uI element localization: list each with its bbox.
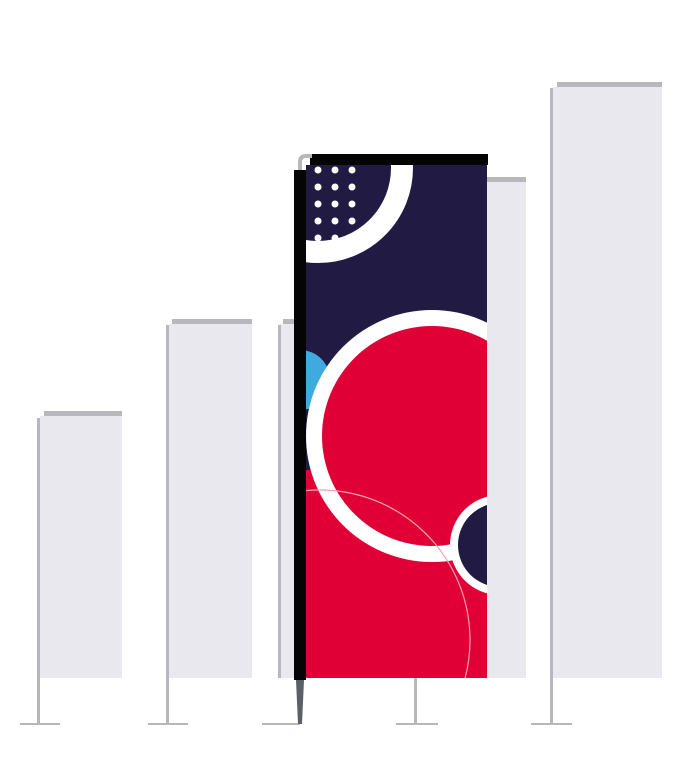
- banner-tall: [531, 82, 662, 725]
- flag-artwork: [306, 165, 487, 678]
- banner-behind-right: [396, 177, 526, 725]
- banner-top-bar: [557, 82, 662, 87]
- artwork-small-navy-circle: [458, 505, 487, 585]
- banner-fabric: [553, 87, 662, 678]
- banner-base: [148, 723, 188, 725]
- artwork-dots: [314, 166, 356, 259]
- banner-pole: [550, 88, 553, 724]
- banner-medium: [148, 319, 252, 725]
- banner-pole: [296, 680, 304, 724]
- banner-base: [396, 723, 438, 725]
- banner-top-bar: [487, 177, 526, 182]
- banner-base: [531, 723, 572, 725]
- banner-small: [20, 411, 122, 725]
- banner-pole-sleeve: [294, 170, 306, 680]
- banner-featured: [294, 154, 488, 724]
- banner-base: [20, 723, 60, 725]
- banner-fabric: [169, 324, 252, 678]
- banner-base: [262, 723, 300, 725]
- banner-fabric: [487, 182, 526, 678]
- banner-top-bar: [283, 319, 300, 324]
- banner-top-bar: [310, 154, 488, 165]
- banner-pole: [37, 418, 40, 724]
- banner-pole: [166, 325, 169, 724]
- banner-fabric: [40, 416, 122, 678]
- banner-pole-bend: [298, 154, 312, 172]
- artwork-red-circle: [322, 326, 487, 546]
- banner-pole: [278, 325, 281, 678]
- artwork-thin-arc: [306, 489, 471, 678]
- banner-pole: [414, 678, 417, 724]
- banner-top-bar: [44, 411, 122, 416]
- banner-top-bar: [172, 319, 252, 324]
